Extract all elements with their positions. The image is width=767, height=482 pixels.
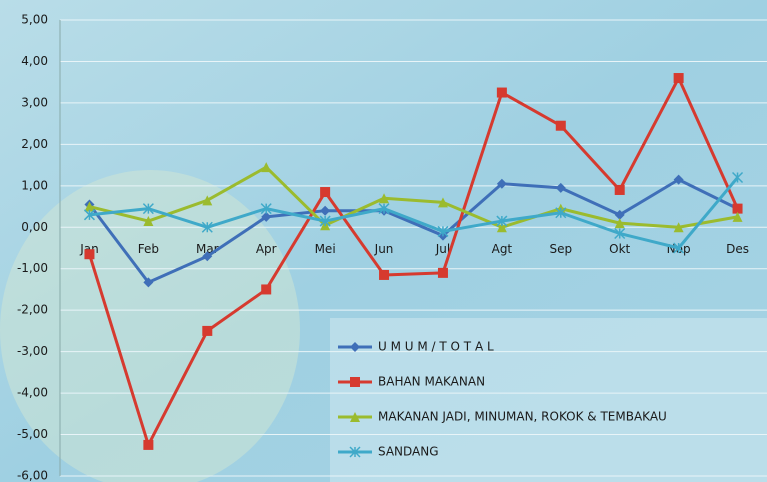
y-tick-label: 4,00 (21, 54, 48, 68)
point (143, 440, 153, 450)
x-tick-label: Des (726, 242, 749, 256)
y-tick-label: 0,00 (21, 220, 48, 234)
point (674, 73, 684, 83)
legend-label: U M U M / T O T A L (378, 340, 494, 354)
y-tick-label: -2,00 (17, 303, 48, 317)
y-tick-label: -3,00 (17, 344, 48, 358)
point (438, 268, 448, 278)
point (202, 326, 212, 336)
x-tick-label: Agt (492, 242, 513, 256)
y-tick-label: 3,00 (21, 95, 48, 109)
y-tick-label: -1,00 (17, 261, 48, 275)
y-tick-label: 5,00 (21, 13, 48, 27)
legend-marker (350, 377, 360, 387)
point (556, 121, 566, 131)
point (379, 270, 389, 280)
point (84, 249, 94, 259)
point (615, 185, 625, 195)
legend-label: SANDANG (378, 445, 439, 459)
y-tick-label: 2,00 (21, 137, 48, 151)
x-tick-label: Okt (609, 242, 630, 256)
y-tick-label: -4,00 (17, 386, 48, 400)
x-tick-label: Feb (138, 242, 159, 256)
y-tick-label: 1,00 (21, 178, 48, 192)
point (497, 88, 507, 98)
x-tick-label: Apr (256, 242, 277, 256)
legend-label: MAKANAN JADI, MINUMAN, ROKOK & TEMBAKAU (378, 410, 667, 424)
y-tick-label: -6,00 (17, 469, 48, 482)
y-tick-label: -5,00 (17, 427, 48, 441)
point (320, 187, 330, 197)
x-tick-label: Mei (315, 242, 336, 256)
point (261, 284, 271, 294)
legend-label: BAHAN MAKANAN (378, 375, 485, 389)
x-tick-label: Jun (374, 242, 394, 256)
chart: -6,00 -5,00 -4,00 -3,00 -2,00 -1,00 0,00 1,00 2,… (0, 0, 767, 482)
x-tick-label: Sep (549, 242, 572, 256)
